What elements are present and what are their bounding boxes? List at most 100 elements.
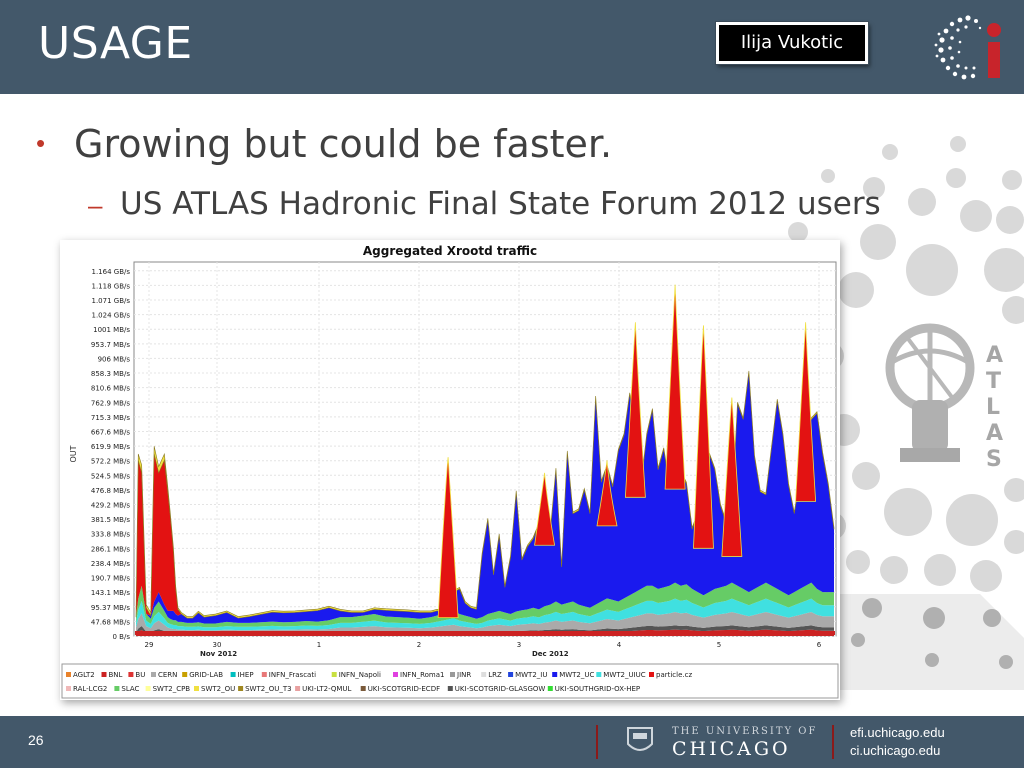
series-base-band (136, 611, 834, 634)
legend-swatch (596, 672, 602, 677)
footer-separator-2 (832, 725, 834, 759)
baseline-strip (135, 631, 835, 635)
red-peak (664, 284, 686, 490)
x-tick-label: 6 (817, 641, 822, 649)
atlas-logo-icon: A T L A S (885, 323, 1003, 472)
bullet-text-2: US ATLAS Hadronic Final State Forum 2012… (120, 186, 881, 222)
red-peak (693, 325, 714, 549)
red-peak (437, 457, 459, 619)
uchicago-seal-icon (627, 727, 653, 751)
atlas-letter-s: S (986, 447, 1002, 472)
x-tick-label: 2 (417, 641, 421, 649)
red-peak (624, 322, 646, 498)
legend-label: GRID-LAB (189, 671, 223, 679)
legend-swatch (360, 686, 366, 691)
xrootd-traffic-chart: Aggregated Xrootd traffic 0 B/s 47.68 MB/… (60, 240, 840, 700)
x-tick-label: 3 (517, 641, 521, 649)
y-tick-label: 47.68 MB/s (91, 618, 130, 626)
y-tick-label: 667.6 MB/s (91, 428, 130, 436)
x-tick-label: 5 (717, 641, 721, 649)
legend-label: MWT2_IU (515, 671, 547, 679)
legend-swatch (447, 686, 453, 691)
y-tick-label: 1.071 GB/s (92, 297, 131, 305)
legend-swatch (238, 686, 244, 691)
legend-swatch (66, 686, 71, 691)
legend-label: SWT2_OU_T3 (245, 685, 291, 693)
legend-label: UKI-LT2-QMUL (302, 685, 351, 693)
x-tick-label: 4 (617, 641, 622, 649)
legend-label: BNL (109, 671, 123, 679)
y-tick-label: 953.7 MB/s (91, 341, 130, 349)
legend-label: UKI-SCOTGRID-GLASGOW (455, 685, 546, 693)
legend-swatch (649, 672, 654, 677)
y-tick-label: 429.2 MB/s (91, 502, 130, 510)
series-base-band (136, 582, 834, 628)
legend-label: SLAC (121, 685, 139, 693)
y-tick-label: 858.3 MB/s (91, 370, 130, 378)
efi-link[interactable]: efi.uchicago.edu (850, 725, 945, 740)
y-tick-label: 476.8 MB/s (91, 487, 130, 495)
slide-footer: 26 THE UNIVERSITY OF CHICAGO efi.uchicag… (0, 716, 1024, 768)
legend-label: MWT2_UIUC (603, 671, 646, 679)
series-base-band (136, 598, 834, 631)
y-tick-label: 190.7 MB/s (91, 575, 130, 583)
atlas-letter-a2: A (986, 421, 1003, 446)
series-top-bands (135, 370, 835, 619)
x-tick-label: 30 (213, 641, 222, 649)
red-peak (534, 472, 556, 546)
legend-label: INFN_Roma1 (400, 671, 444, 679)
chicago-label: CHICAGO (672, 738, 791, 760)
legend-label: JINR (456, 671, 471, 679)
y-tick-label: 0 B/s (113, 633, 131, 641)
legend-swatch (393, 672, 398, 677)
legend-swatch (261, 672, 267, 677)
legend-swatch (151, 672, 156, 677)
atlas-letter-l: L (986, 395, 1000, 420)
legend-label: UKI-SCOTGRID-ECDF (368, 685, 440, 693)
legend-swatch (194, 686, 199, 691)
legend-swatch (182, 672, 188, 677)
series-mwt2-uc (136, 372, 834, 624)
y-tick-label: 95.37 MB/s (91, 604, 130, 612)
bullet-text-1: Growing but could be faster. (74, 122, 613, 166)
legend-label: SWT2_CPB (153, 685, 191, 693)
legend-swatch (230, 672, 236, 677)
atlas-letter-a: A (986, 343, 1003, 368)
y-tick-label: 1.118 GB/s (92, 282, 131, 290)
y-tick-label: 524.5 MB/s (91, 472, 130, 480)
sub-bullet-marker: – (88, 190, 103, 220)
slide-title: USAGE (38, 18, 193, 69)
atlas-letter-t: T (986, 369, 1001, 394)
legend-swatch (114, 686, 120, 691)
legend-label: IHEP (238, 671, 254, 679)
legend-label: AGLT2 (73, 671, 95, 679)
y-tick-label: 143.1 MB/s (91, 589, 130, 597)
x-group-label: Nov 2012 (200, 650, 237, 658)
series-base-band (136, 625, 834, 635)
red-peak (721, 397, 743, 557)
legend-label: LRZ (488, 671, 502, 679)
legend-swatch (450, 672, 455, 677)
y-tick-label: 1.024 GB/s (92, 312, 131, 320)
y-tick-label: 1001 MB/s (93, 326, 130, 334)
legend-swatch (128, 672, 134, 677)
red-peak (596, 460, 618, 527)
author-badge: Ilija Vukotic (716, 22, 868, 64)
legend-swatch (295, 686, 301, 691)
ci-link[interactable]: ci.uchicago.edu (850, 743, 941, 758)
ci-logo-icon (934, 15, 1001, 80)
red-peak (795, 322, 817, 502)
legend-swatch (508, 672, 514, 677)
x-tick-label: 29 (145, 641, 154, 649)
chart-svg: Aggregated Xrootd traffic 0 B/s 47.68 MB/… (61, 244, 839, 699)
legend-label: INFN_Frascati (269, 671, 316, 679)
y-tick-label: 238.4 MB/s (91, 560, 130, 568)
legend-label: MWT2_UC (559, 671, 594, 679)
footer-separator (596, 725, 598, 759)
legend-swatch (552, 672, 558, 677)
legend-swatch (331, 672, 337, 677)
x-tick-label: 1 (317, 641, 321, 649)
y-tick-label: 572.2 MB/s (91, 458, 130, 466)
y-tick-label: 715.3 MB/s (91, 414, 130, 422)
legend-label: UKI-SOUTHGRID-OX-HEP (555, 685, 640, 693)
